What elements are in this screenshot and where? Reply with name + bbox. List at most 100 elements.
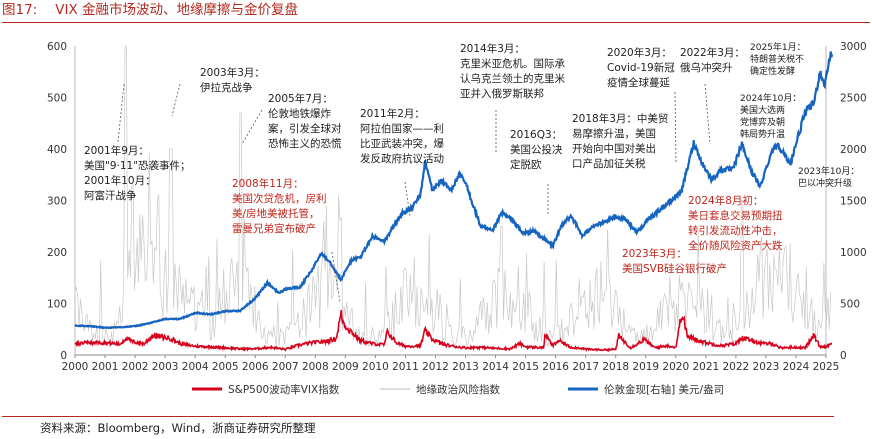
annotation-line: 巴以冲突升级 (798, 177, 852, 189)
annotation-line: 2018年3月：中美贸 (572, 112, 668, 125)
x-tick-label: 2005 (212, 361, 239, 373)
left-tick-label: 400 (47, 144, 67, 156)
annotation-line: 党博弈及朝 (740, 116, 785, 128)
right-tick-label: 3000 (840, 41, 867, 53)
source-note: 资料来源：Bloomberg，Wind，浙商证券研究所整理 (2, 416, 834, 436)
legend-item: 伦敦金现[右轴] 美元/盎司 (568, 383, 724, 396)
annotation-a2022: 2022年3月： 俄乌冲突升 (680, 46, 745, 145)
annotation-line: 2011年2月： (360, 107, 425, 120)
annotation-line: 2003年3月： (200, 66, 265, 79)
x-tick-label: 2009 (332, 361, 359, 373)
gold-price-line (74, 51, 834, 330)
x-tick-label: 2011 (392, 361, 419, 373)
annotation-line: 雷曼兄弟宣布破产 (232, 222, 316, 235)
annotation-line: 2025年1月： (750, 41, 806, 53)
figure-title: VIX 金融市场波动、地缘摩擦与金价复盘 (55, 2, 298, 18)
x-tick-label: 2014 (482, 361, 509, 373)
legend-item: 地缘政治风险指数 (380, 383, 500, 396)
legend-label: 地缘政治风险指数 (416, 383, 500, 396)
right-tick-label: 2500 (840, 93, 867, 105)
x-tick-label: 2019 (632, 361, 659, 373)
annotation-pointer (674, 91, 677, 165)
x-tick-label: 2020 (662, 361, 689, 373)
figure-title-bar: 图17: VIX 金融市场波动、地缘摩擦与金价复盘 (2, 0, 870, 23)
legend: S&P500波动率VIX指数 地缘政治风险指数 伦敦金现[右轴] 美元/盎司 (192, 383, 724, 396)
annotation-line: 伦敦地铁爆炸 (268, 107, 331, 120)
x-tick-label: 2024 (783, 361, 810, 373)
legend-item: S&P500波动率VIX指数 (192, 383, 340, 396)
annotation-line: 伊拉克战争 (200, 81, 253, 94)
left-tick-label: 600 (47, 41, 67, 53)
x-tick-label: 2023 (753, 361, 780, 373)
right-axis: 0 500 1000 1500 2000 2500 3000 (825, 41, 867, 362)
x-tick-label: 2006 (242, 361, 269, 373)
annotation-line: 2014年3月： (460, 42, 525, 55)
x-tick-label: 2008 (302, 361, 329, 373)
annotations: 2001年9月： 美国"9·11"恐袭事件； 2001年10月： 阿富汗战争 2003年… (84, 41, 859, 303)
annotation-line: 阿拉伯国家——利 (360, 122, 444, 135)
x-tick-label: 2000 (62, 361, 89, 373)
annotation-line: 美国SVB硅谷银行破产 (622, 262, 727, 275)
annotation-line: 转引发流动性冲击， (688, 224, 783, 237)
source-text: 资料来源：Bloomberg，Wind，浙商证券研究所整理 (40, 421, 316, 435)
annotation-a2001: 2001年9月： 美国"9·11"恐袭事件； 2001年10月： 阿富汗战争 (84, 83, 191, 202)
annotation-line: 定脱欧 (510, 158, 542, 171)
legend-label: S&P500波动率VIX指数 (228, 383, 340, 396)
annotation-pointer (331, 251, 341, 303)
right-tick-label: 500 (840, 299, 860, 311)
annotation-line: 2024年10月： (740, 92, 801, 104)
x-tick-label: 2004 (182, 361, 209, 373)
annotation-line: 美国次贷危机，房利 (232, 192, 327, 205)
chart: 0 100 200 300 400 500 600 0 500 1000 1500 2000 2500… (47, 41, 867, 396)
annotation-line: 2020年3月： (607, 46, 672, 59)
annotation-line: Covid-19新冠 (607, 61, 675, 74)
x-tick-label: 2001 (92, 361, 119, 373)
annotation-line: 2001年9月： (84, 144, 149, 157)
annotation-line: 2001年10月： (84, 174, 156, 187)
annotation-line: 克里米亚危机。国际承 (460, 57, 565, 70)
series-gold-line (74, 51, 834, 330)
annotation-line: 恐怖主义的恐慌 (268, 137, 342, 150)
annotation-line: 美国大选两 (740, 104, 785, 116)
annotation-line: 2023年3月： (622, 247, 687, 260)
left-tick-label: 500 (47, 93, 67, 105)
left-tick-label: 300 (47, 196, 67, 208)
annotation-line: 发反政府抗议活动 (360, 152, 444, 165)
figure-number: 图17: (2, 2, 38, 18)
series-vix-line (74, 309, 833, 353)
annotation-line: 2023年10月： (798, 165, 859, 177)
annotation-line: 2016Q3： (510, 129, 562, 141)
annotation-pointer (171, 83, 181, 117)
annotation-line: 认乌克兰领土的克里米 (460, 72, 565, 85)
annotation-pointer (241, 109, 263, 145)
x-tick-label: 2007 (272, 361, 299, 373)
annotation-a2003: 2003年3月： 伊拉克战争 (171, 66, 265, 117)
geopolitical-risk-line (74, 45, 832, 347)
annotation-line: 2022年3月： (680, 46, 745, 59)
right-tick-label: 2000 (840, 144, 867, 156)
right-tick-label: 1500 (840, 196, 867, 208)
left-tick-label: 100 (47, 299, 67, 311)
annotation-line: 阿富汗战争 (84, 189, 137, 202)
x-tick-label: 2018 (602, 361, 629, 373)
annotation-line: 美国公投决 (510, 143, 563, 156)
x-tick-label: 2022 (723, 361, 750, 373)
annotation-a2023mar: 2023年3月： 美国SVB硅谷银行破产 (622, 247, 727, 275)
annotation-line: 韩局势升温 (740, 128, 785, 140)
left-axis: 0 100 200 300 400 500 600 (47, 41, 76, 362)
legend-label: 伦敦金现[右轴] 美元/盎司 (604, 383, 724, 396)
x-tick-label: 2021 (692, 361, 719, 373)
x-tick-label: 2025 (813, 361, 840, 373)
annotation-line: 亚并入俄罗斯联邦 (460, 87, 544, 100)
annotation-line: 美/房地美被托管， (232, 207, 320, 220)
annotation-line: 2024年8月初： (688, 194, 763, 207)
annotation-line: 易摩擦升温，美国 (572, 127, 656, 140)
x-tick-label: 2013 (452, 361, 479, 373)
vix-line (74, 309, 833, 353)
